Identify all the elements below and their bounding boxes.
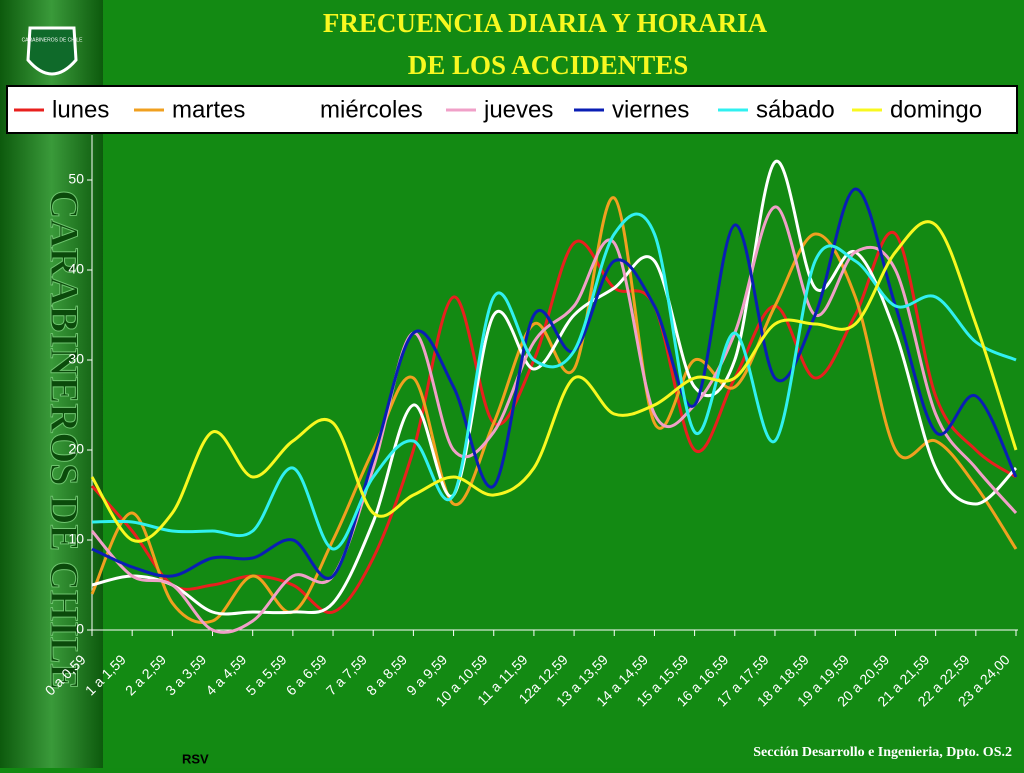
legend-label: domingo (890, 96, 982, 123)
footer-right: Sección Desarrollo e Ingenieria, Dpto. O… (753, 745, 1012, 760)
legend-label: lunes (52, 96, 109, 123)
series-line (90, 196, 1018, 625)
footer-left: RSV (182, 751, 209, 766)
series-line (90, 205, 1018, 634)
sidebar-text: CARABINEROS DE CHILE (42, 190, 87, 690)
chart-title: DE LOS ACCIDENTES (408, 50, 689, 80)
y-tick-label: 30 (68, 351, 84, 367)
legend-label: sábado (756, 96, 835, 123)
badge-text: CARABINEROS DE CHILE (22, 37, 84, 43)
y-tick-label: 50 (68, 171, 84, 187)
series-line (90, 230, 1017, 614)
y-tick-label: 20 (68, 441, 84, 457)
legend-label: jueves (483, 96, 553, 123)
y-tick-label: 40 (68, 261, 84, 277)
series-line (90, 220, 1018, 543)
legend-label: martes (172, 96, 245, 123)
y-tick-label: 10 (68, 531, 84, 547)
series-line (91, 212, 1017, 551)
legend (6, 85, 1018, 134)
badge (26, 26, 78, 76)
legend-label: miércoles (320, 96, 423, 123)
chart-title: FRECUENCIA DIARIA Y HORARIA (323, 8, 768, 38)
legend-label: viernes (612, 96, 689, 123)
y-tick-label: 0 (76, 621, 84, 637)
